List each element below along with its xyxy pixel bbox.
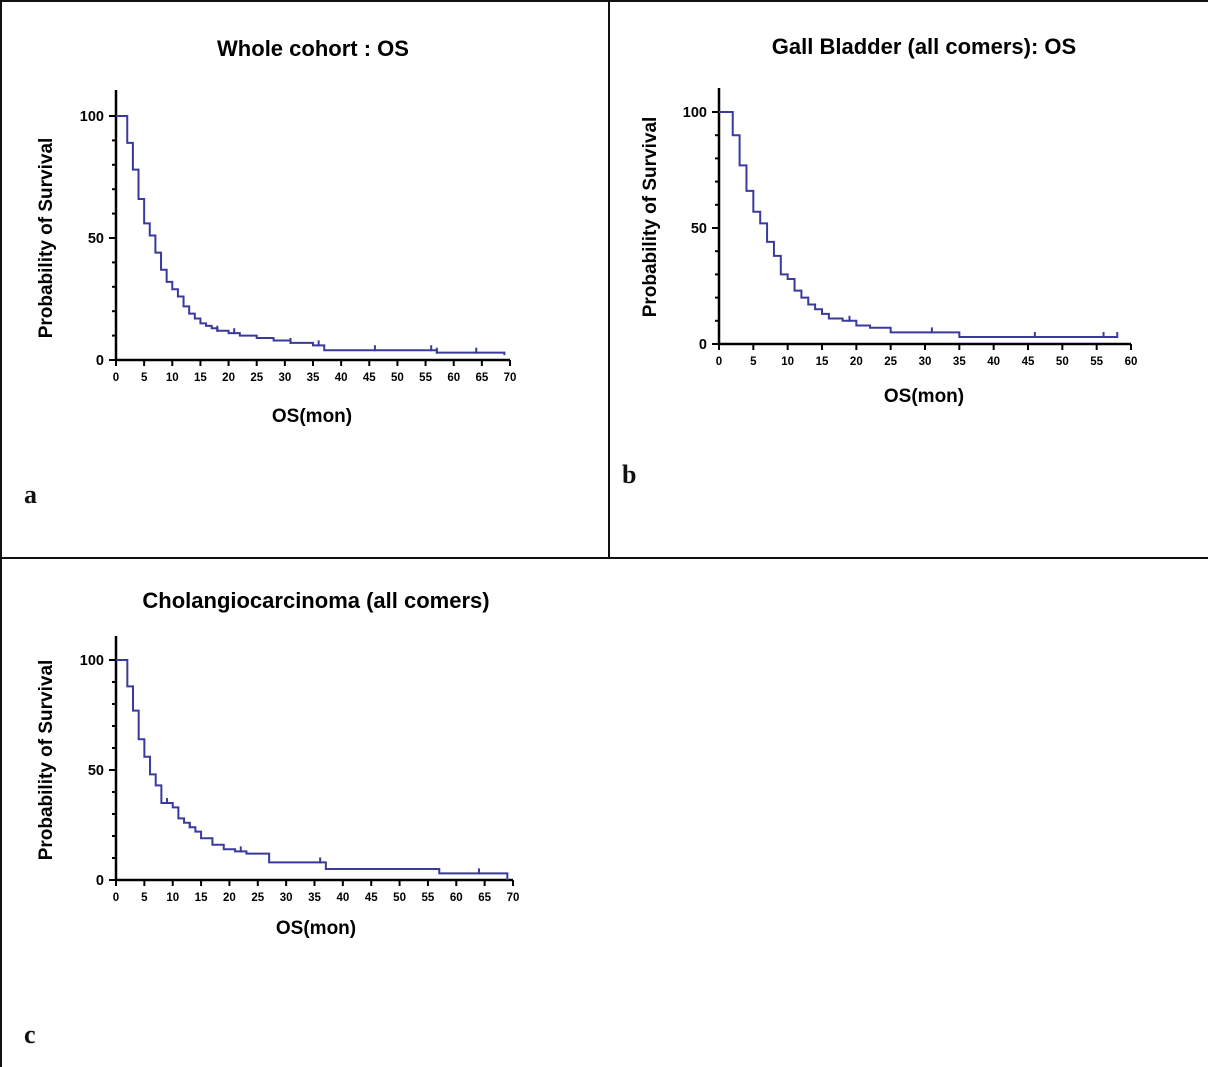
y-tick-label: 0	[699, 337, 707, 353]
y-tick-label: 100	[80, 109, 104, 125]
x-tick-label: 35	[308, 892, 321, 904]
x-tick-label: 65	[478, 892, 491, 904]
y-tick-label: 100	[80, 653, 104, 669]
chart-panel-b: Gall Bladder (all comers): OS Probabilit…	[640, 34, 1138, 407]
x-tick-label: 55	[1090, 356, 1103, 368]
y-tick-label: 50	[88, 763, 104, 779]
x-tick-label: 50	[391, 372, 404, 384]
x-tick-label: 5	[750, 356, 757, 368]
plot-area	[719, 111, 1119, 339]
x-tick-label: 10	[781, 356, 794, 368]
x-tick-label: 45	[365, 892, 378, 904]
x-tick-label: 5	[141, 372, 148, 384]
x-tick-label: 70	[507, 892, 520, 904]
y-tick-label: 0	[96, 873, 104, 889]
x-axis-label: OS(mon)	[272, 406, 352, 427]
x-tick-label: 0	[113, 372, 119, 384]
panel-divider-horizontal	[0, 557, 1208, 559]
y-axis-label: Probability of Survival	[640, 117, 661, 318]
survival-curve	[719, 111, 1118, 339]
x-tick-label: 30	[919, 356, 932, 368]
x-tick-label: 40	[336, 892, 349, 904]
x-axis-label: OS(mon)	[884, 386, 964, 407]
chart-panel-a: Whole cohort : OS Probability of Surviva…	[36, 36, 517, 427]
survival-curve	[116, 659, 509, 880]
x-tick-label: 10	[166, 892, 179, 904]
chart-title: Cholangiocarcinoma (all comers)	[142, 588, 489, 613]
axes: 0 50 100 0 5 10 15 20 25 30 35 40 45 50 55 60 65 70	[80, 90, 517, 384]
x-tick-label: 15	[195, 892, 208, 904]
x-tick-label: 65	[475, 372, 488, 384]
x-tick-label: 60	[450, 892, 463, 904]
y-tick-label: 100	[683, 105, 707, 121]
x-tick-label: 40	[987, 356, 1000, 368]
x-tick-label: 45	[1022, 356, 1035, 368]
panel-label-b: b	[622, 460, 637, 489]
panel-label-c: c	[24, 1020, 36, 1049]
x-tick-label: 40	[335, 372, 348, 384]
plot-area	[116, 115, 506, 356]
x-tick-label: 30	[280, 892, 293, 904]
x-tick-label: 70	[504, 372, 517, 384]
x-tick-label: 25	[250, 372, 263, 384]
x-tick-label: 25	[884, 356, 897, 368]
panel-label-a: a	[24, 480, 37, 509]
x-tick-label: 50	[393, 892, 406, 904]
x-tick-label: 10	[166, 372, 179, 384]
x-tick-label: 0	[113, 892, 119, 904]
x-tick-label: 50	[1056, 356, 1069, 368]
x-axis-label: OS(mon)	[276, 918, 356, 939]
x-tick-label: 20	[850, 356, 863, 368]
x-tick-label: 20	[222, 372, 235, 384]
x-tick-label: 35	[953, 356, 966, 368]
chart-panel-c: Cholangiocarcinoma (all comers) Probabil…	[36, 588, 520, 939]
survival-curve	[116, 115, 506, 356]
x-tick-label: 35	[307, 372, 320, 384]
chart-title: Gall Bladder (all comers): OS	[772, 34, 1076, 59]
y-tick-label: 0	[96, 353, 104, 369]
x-tick-label: 55	[422, 892, 435, 904]
y-axis-label: Probability of Survival	[36, 138, 57, 339]
panel-divider-vertical	[608, 0, 610, 559]
x-tick-label: 55	[419, 372, 432, 384]
x-tick-label: 25	[251, 892, 264, 904]
x-tick-label: 30	[278, 372, 291, 384]
chart-title: Whole cohort : OS	[217, 36, 409, 61]
x-tick-label: 0	[716, 356, 722, 368]
x-tick-label: 20	[223, 892, 236, 904]
x-tick-label: 45	[363, 372, 376, 384]
x-tick-label: 15	[194, 372, 207, 384]
x-tick-label: 15	[816, 356, 829, 368]
x-tick-label: 60	[447, 372, 460, 384]
figure-top-border	[0, 0, 1208, 2]
axes: 0 50 100 0 5 10 15 20 25 30 35 40 45 50 55 60	[683, 88, 1138, 368]
y-tick-label: 50	[691, 221, 707, 237]
x-tick-label: 5	[141, 892, 148, 904]
y-tick-label: 50	[88, 231, 104, 247]
axes: 0 50 100 0 5 10 15 20 25 30 35 40 45 50 55 60 65 70	[80, 636, 520, 904]
x-tick-label: 60	[1125, 356, 1138, 368]
y-axis-label: Probability of Survival	[36, 660, 57, 861]
plot-area	[116, 659, 509, 880]
